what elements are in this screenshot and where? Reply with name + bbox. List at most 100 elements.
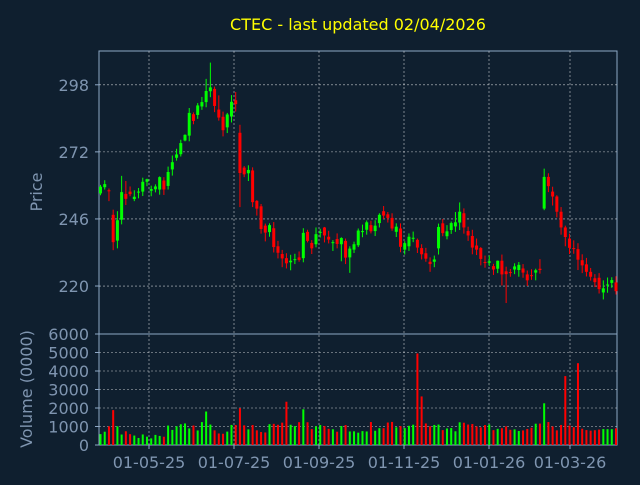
- candle-body: [217, 109, 221, 118]
- candle-body: [601, 288, 605, 293]
- volume-bars: [99, 353, 617, 445]
- date-tick-label: 01-07-25: [198, 453, 271, 472]
- volume-bar: [306, 422, 309, 445]
- volume-tick-label: 2000: [48, 399, 89, 418]
- volume-bar: [399, 426, 402, 445]
- candle-body: [115, 220, 119, 241]
- candle-body: [584, 264, 588, 272]
- candle-body: [534, 270, 538, 273]
- candle-body: [424, 253, 428, 259]
- candle-body: [399, 228, 403, 247]
- volume-bar: [281, 422, 284, 445]
- candle-body: [580, 260, 584, 266]
- candle-body: [555, 196, 559, 212]
- candle-body: [483, 262, 487, 264]
- candle-body: [356, 230, 360, 246]
- candle-body: [449, 223, 453, 231]
- candle-body: [411, 237, 415, 239]
- volume-bar: [382, 428, 385, 445]
- candle-body: [145, 179, 149, 182]
- candle-body: [301, 232, 305, 259]
- price-axis: 220 246 272 298: [58, 76, 99, 296]
- candle-body: [255, 200, 259, 209]
- volume-bar: [276, 424, 279, 445]
- date-tick-label: 01-09-25: [283, 453, 356, 472]
- volume-bar: [336, 431, 339, 445]
- candle-body: [280, 254, 284, 259]
- volume-bar: [310, 429, 313, 445]
- volume-bar: [112, 410, 115, 445]
- volume-bar: [327, 428, 330, 445]
- volume-bar: [285, 401, 288, 445]
- volume-bar: [158, 435, 161, 445]
- date-tick-label: 01-05-25: [113, 453, 186, 472]
- volume-bar: [513, 429, 516, 445]
- volume-bar: [496, 428, 499, 445]
- volume-bar: [441, 430, 444, 445]
- volume-bar: [412, 424, 415, 445]
- candle-body: [360, 231, 364, 233]
- volume-bar: [576, 363, 579, 445]
- candle-body: [352, 244, 356, 250]
- volume-bar: [602, 429, 605, 445]
- volume-bar: [150, 438, 153, 445]
- volume-bar: [530, 427, 533, 445]
- volume-bar: [407, 425, 410, 445]
- candle-body: [297, 257, 301, 260]
- volume-bar: [606, 429, 609, 445]
- candle-body: [559, 211, 563, 228]
- candle-body: [513, 266, 517, 270]
- volume-bar: [116, 426, 119, 445]
- candle-body: [441, 223, 445, 234]
- candle-body: [149, 189, 153, 191]
- volume-bar: [243, 425, 246, 445]
- candle-body: [318, 231, 322, 233]
- volume-bar: [137, 437, 140, 445]
- volume-bar: [238, 408, 241, 445]
- candle-body: [221, 116, 225, 131]
- volume-bar: [141, 434, 144, 445]
- volume-bar: [230, 424, 233, 445]
- volume-bar: [133, 435, 136, 445]
- candle-body: [263, 225, 267, 233]
- volume-bar: [234, 424, 237, 445]
- volume-bar: [458, 422, 461, 445]
- candle-body: [475, 245, 479, 250]
- volume-bar: [433, 424, 436, 445]
- candle-body: [487, 261, 491, 263]
- volume-bar: [268, 424, 271, 445]
- volume-bar: [293, 426, 296, 445]
- candle-body: [589, 271, 593, 277]
- candle-body: [572, 248, 576, 250]
- volume-bar: [500, 428, 503, 445]
- volume-bar: [272, 423, 275, 445]
- candle-body: [563, 227, 567, 238]
- volume-bar: [420, 396, 423, 445]
- candle-body: [546, 176, 550, 187]
- price-axis-label: Price: [27, 172, 46, 211]
- candle-body: [542, 176, 546, 209]
- volume-bar: [369, 422, 372, 445]
- volume-bar: [167, 425, 170, 445]
- volume-bar: [462, 422, 465, 445]
- volume-bar: [391, 421, 394, 445]
- volume-bar: [450, 428, 453, 445]
- volume-bar: [471, 424, 474, 445]
- date-tick-label: 01-11-25: [368, 453, 441, 472]
- volume-bar: [551, 426, 554, 445]
- candle-body: [390, 217, 394, 229]
- volume-bar: [581, 428, 584, 445]
- candle-body: [365, 222, 369, 230]
- volume-bar: [505, 426, 508, 445]
- candle-body: [322, 227, 326, 236]
- candle-body: [610, 280, 614, 283]
- candle-body: [428, 261, 432, 265]
- volume-bar: [526, 428, 529, 445]
- volume-bar: [353, 431, 356, 445]
- candle-body: [479, 248, 483, 259]
- volume-tick-label: 0: [79, 436, 89, 455]
- volume-bar: [424, 423, 427, 445]
- candle-body: [462, 213, 466, 228]
